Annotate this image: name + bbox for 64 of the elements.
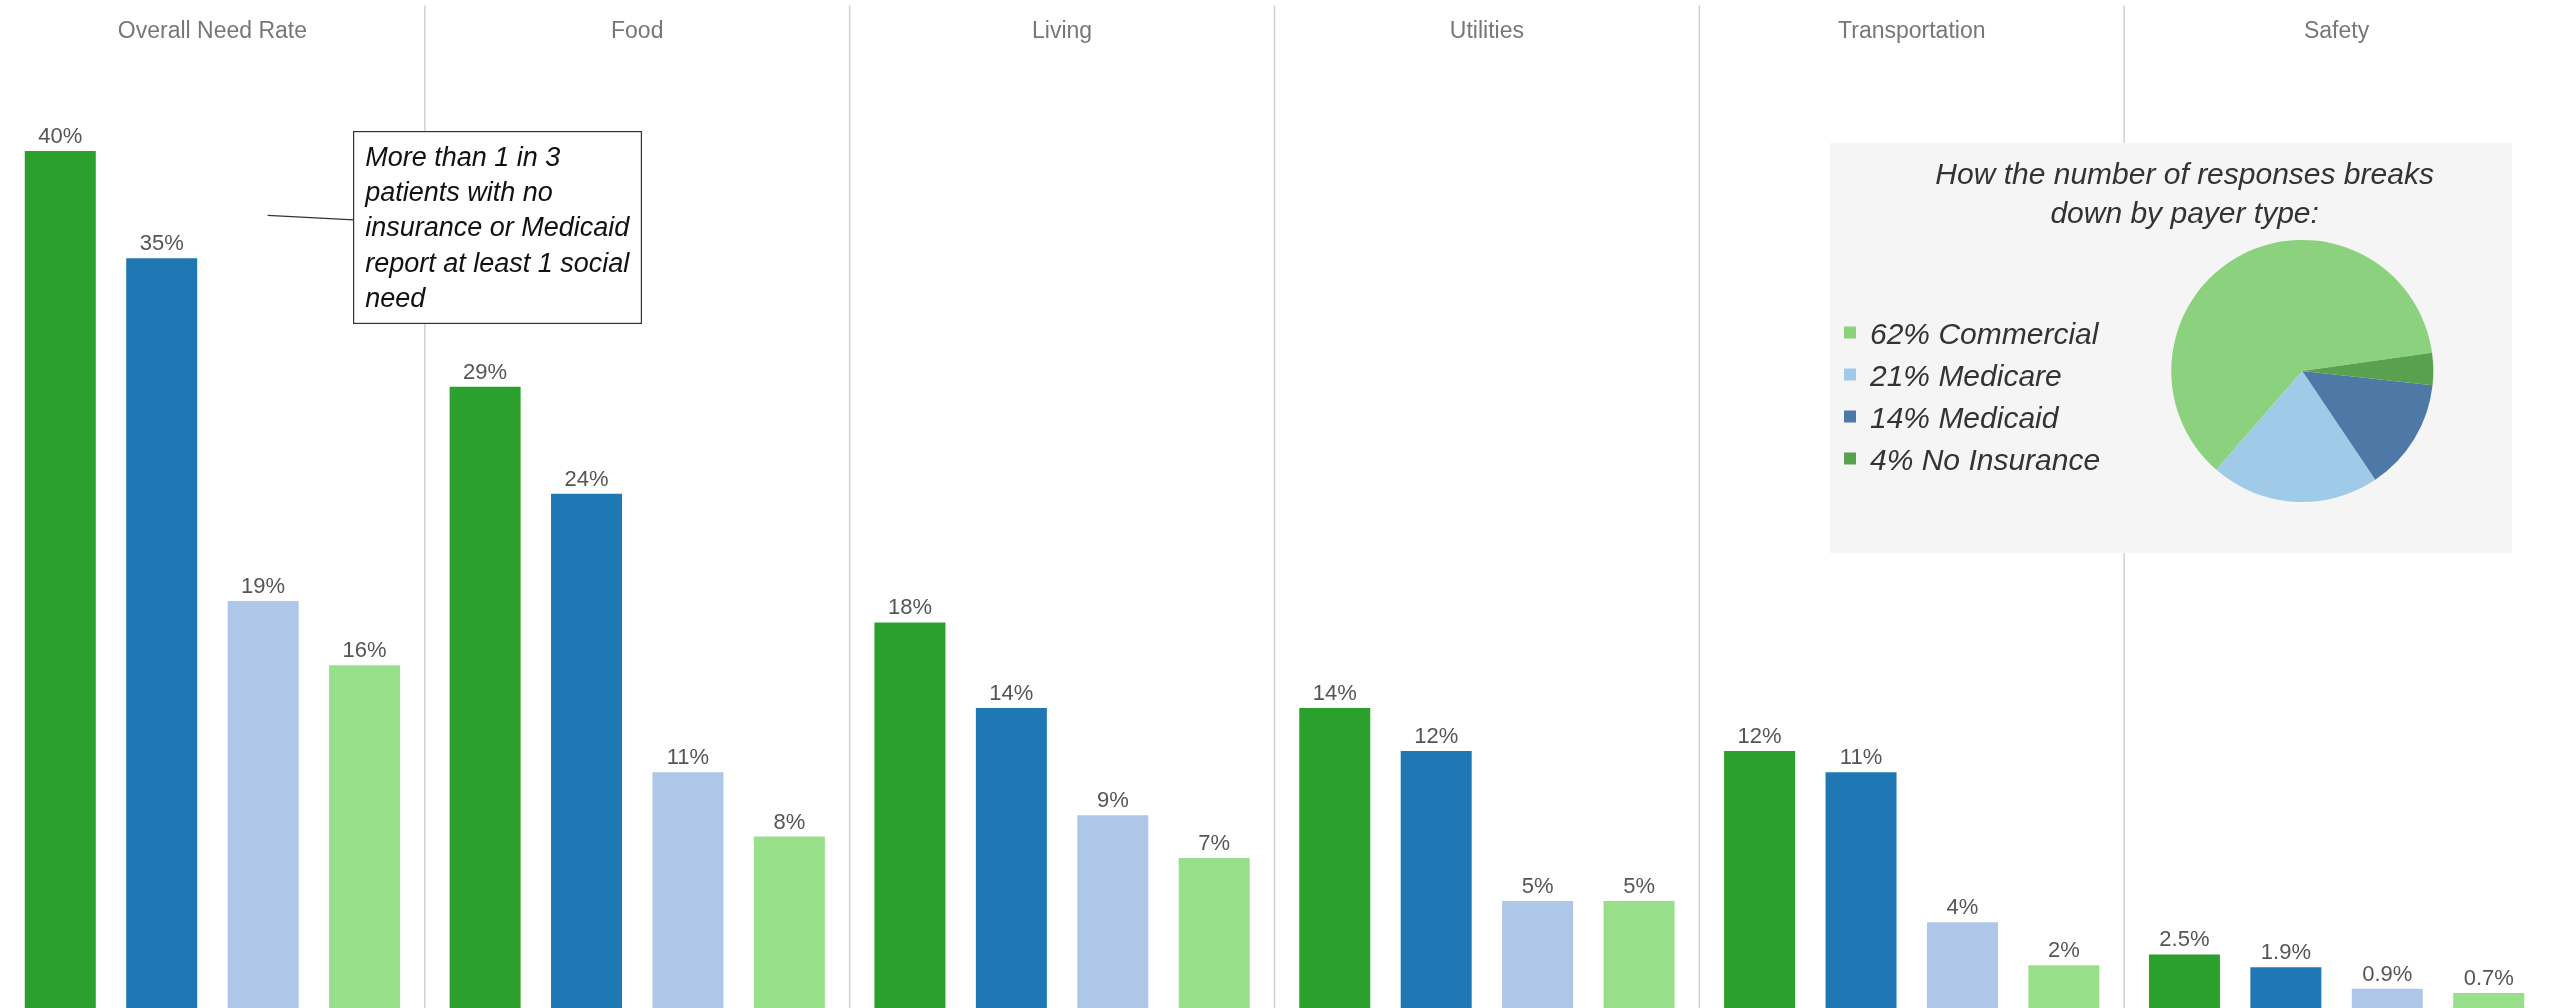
data-label: 19% (241, 572, 286, 598)
data-label: 35% (139, 230, 184, 256)
pie-slice (2171, 239, 2433, 470)
data-label: 0.9% (2362, 960, 2413, 986)
data-label: 8% (773, 808, 806, 834)
data-label: 11% (666, 744, 710, 770)
bar (2028, 965, 2100, 1008)
data-label: 14% (1312, 680, 1357, 706)
data-label: 2% (2047, 937, 2080, 963)
legend-label: 14% Medicaid (1870, 401, 2060, 435)
bar (2148, 954, 2220, 1008)
data-label: 14% (989, 680, 1034, 706)
bar (1299, 708, 1371, 1008)
legend-label: 21% Medicare (1869, 359, 2062, 393)
bar (2351, 988, 2423, 1008)
bar (1400, 750, 1472, 1008)
bar (1178, 858, 1250, 1008)
data-label: 7% (1198, 830, 1231, 856)
bar (652, 772, 724, 1008)
bar (329, 665, 401, 1008)
x-tick-label: Overall Need Rate (117, 17, 308, 44)
bar (24, 151, 96, 1008)
data-label: 24% (564, 465, 609, 491)
x-tick-label: Safety (2303, 17, 2370, 44)
pie-slice (2302, 352, 2434, 386)
bar (227, 600, 299, 1008)
data-label: 12% (1414, 722, 1459, 748)
bar (975, 708, 1047, 1008)
bar (126, 258, 198, 1008)
bar (2453, 993, 2525, 1008)
data-label: 40% (38, 123, 83, 149)
data-label: 18% (887, 594, 932, 620)
data-label: 5% (1521, 872, 1554, 898)
bar (1724, 750, 1796, 1008)
annotation: More than 1 in 3 patients with no insurance or Medicaid report at least 1 social need (364, 142, 631, 313)
bar (874, 622, 946, 1008)
x-tick-label: Transportation (1838, 17, 1986, 44)
pie-slice (2216, 370, 2376, 502)
chart-title: How the number of responses breaks down by payer type: (1935, 157, 2434, 229)
bar (753, 836, 825, 1008)
data-label: 16% (342, 637, 387, 663)
bar (449, 386, 521, 1008)
x-tick-label: Utilities (1449, 17, 1524, 44)
bar (1502, 900, 1574, 1008)
bar (1926, 922, 1998, 1008)
legend-label: 62% Commercial (1870, 317, 2100, 351)
bar (1603, 900, 1675, 1008)
data-label: 0.7% (2463, 965, 2514, 990)
bar (1825, 772, 1897, 1008)
pie-slice (2302, 370, 2433, 480)
x-tick-label: Food (611, 17, 664, 44)
data-label: 1.9% (2260, 939, 2311, 965)
data-label: 29% (463, 358, 508, 384)
data-label: 11% (1839, 744, 1883, 770)
data-label: 2.5% (2159, 926, 2210, 952)
data-label: 12% (1737, 722, 1782, 748)
bar (1077, 815, 1149, 1008)
data-label: 9% (1096, 787, 1129, 813)
bar (2250, 967, 2322, 1008)
legend-label: 4% No Insurance (1870, 443, 2101, 477)
data-label: 5% (1623, 872, 1655, 898)
data-label: 4% (1946, 894, 1979, 920)
bar (551, 493, 623, 1008)
x-tick-label: Living (1032, 17, 1093, 44)
